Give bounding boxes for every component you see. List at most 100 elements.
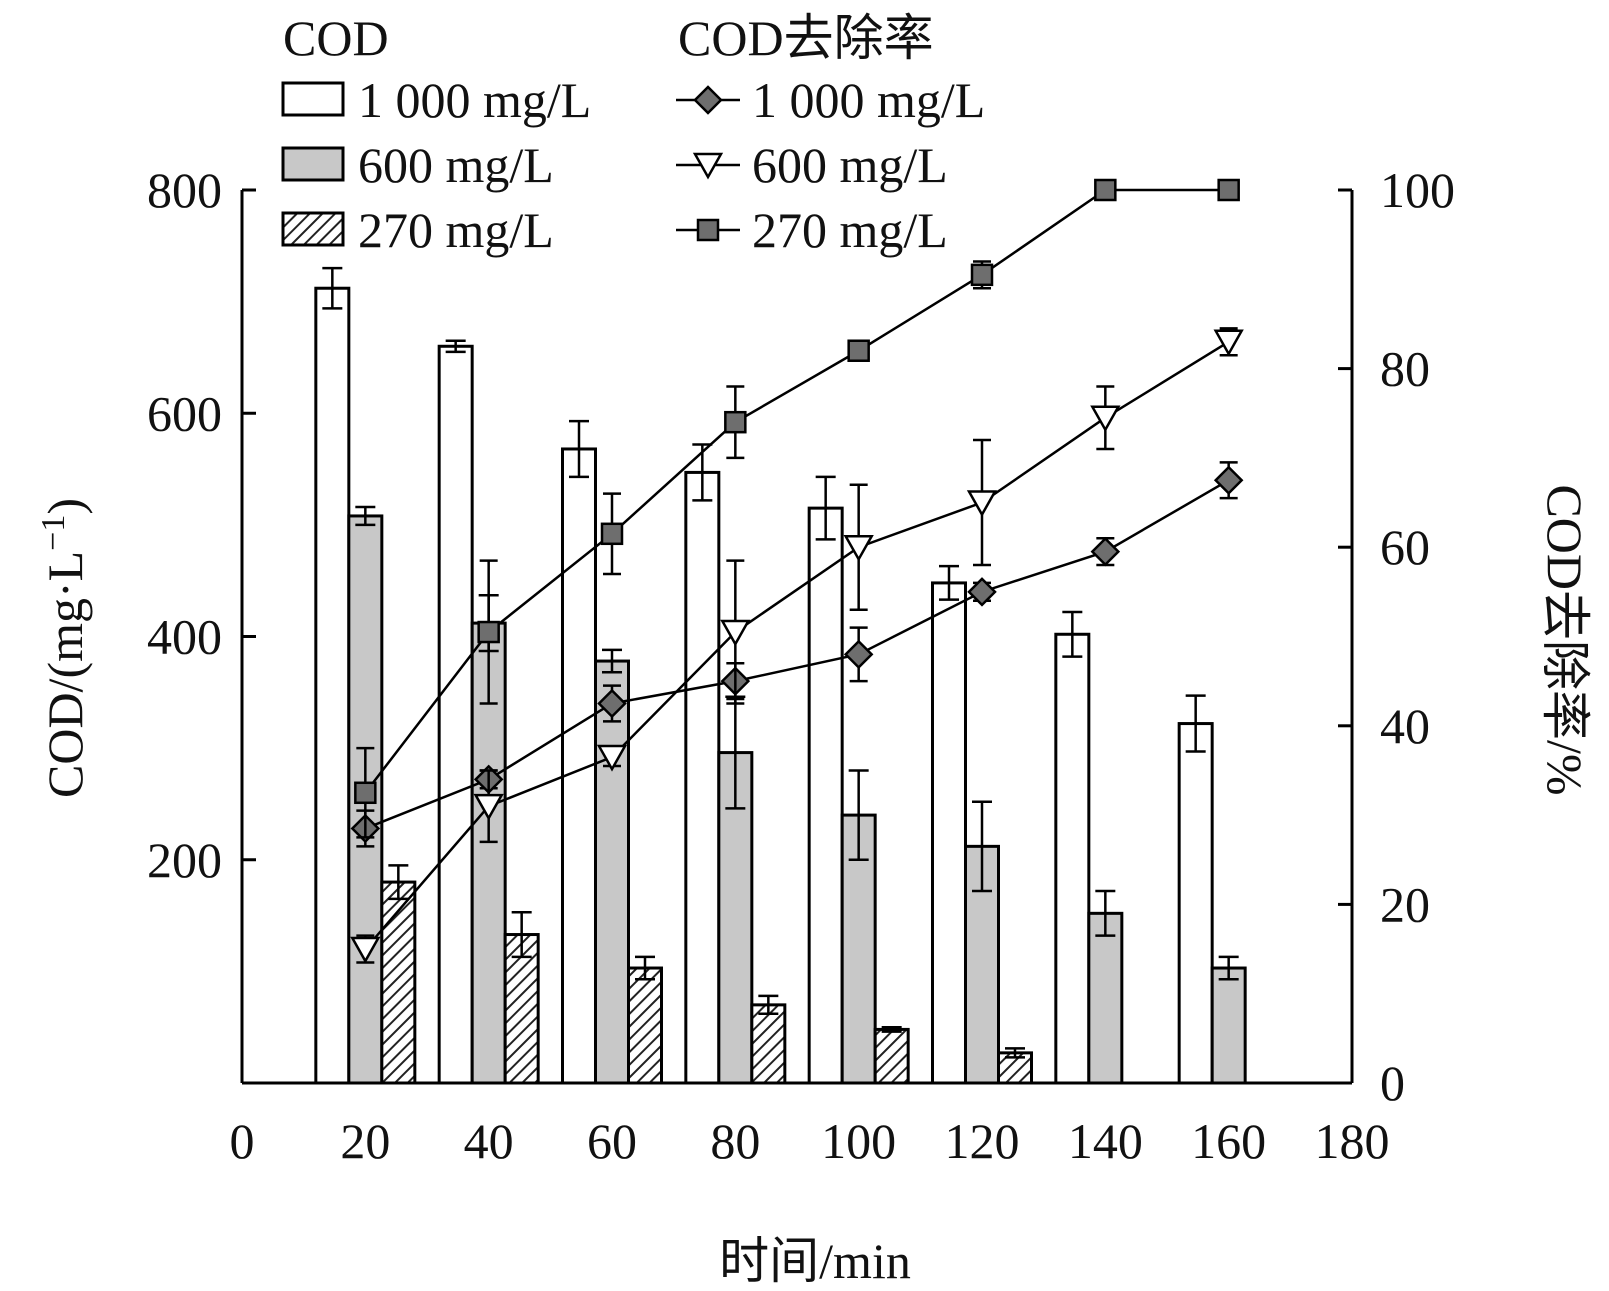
y-left-tick-label: 400 [147,609,222,665]
legend-bar-swatch [281,81,345,117]
bar [437,344,474,1085]
x-tick-label: 120 [945,1113,1020,1169]
bar-series-2 [380,864,1033,1085]
bar-error-bar [388,864,409,901]
y-right-tick-label: 80 [1380,341,1430,397]
bar-error-bar [569,419,589,479]
x-tick-label: 80 [710,1113,760,1169]
triangle-marker [350,936,381,964]
square-marker [1217,178,1240,202]
triangle-marker [1090,405,1121,433]
y-axis-left-label-main: COD/(mg·L [37,551,93,798]
bar-error-bar [972,800,992,893]
y-right-tick-label: 60 [1380,519,1430,575]
square-marker [477,620,500,644]
y-right-tick-label: 20 [1380,876,1430,932]
bar-error-bar [602,648,622,674]
y-axis-left-label: COD/(mg·L−1) [35,498,94,798]
x-tick-label: 160 [1191,1113,1266,1169]
line-series-2 [354,178,1240,839]
legend-line-label: 600 mg/L [752,137,948,193]
bar-error-bar [355,505,376,527]
bar-error-bar [1185,694,1206,753]
legend: COD COD去除率 1 000 mg/L 600 mg/L 270 mg/L 1 000… [281,10,985,258]
x-tick-label: 20 [340,1113,390,1169]
bar-error-bar [848,769,869,861]
square-marker [847,339,870,362]
bar-error-bar [445,339,466,354]
legend-bar-swatch [281,211,345,247]
bar [807,506,844,1085]
bar [873,1027,910,1085]
bar [684,470,721,1085]
square-marker [970,263,994,287]
x-tick-label: 140 [1068,1113,1143,1169]
x-tick-label: 40 [464,1113,514,1169]
legend-bar-swatch [281,146,345,182]
bar [931,581,967,1085]
square-marker [696,218,720,242]
bar-error-bar [511,910,532,959]
diamond-marker [1213,465,1244,495]
x-axis-label: 时间/min [719,1233,911,1289]
x-tick-label: 180 [1315,1113,1390,1169]
square-marker [600,522,624,546]
bar-error-bar [322,266,343,310]
diamond-marker [1090,536,1121,567]
triangle-marker [473,793,504,821]
series-line [364,479,1230,830]
y-right-tick-label: 0 [1380,1055,1405,1111]
legend-line-header: COD去除率 [678,10,934,66]
triangle-marker [720,619,751,647]
diamond-marker [967,577,997,607]
legend-line-label: 1 000 mg/L [752,72,985,128]
bar [627,966,663,1085]
diamond-marker [693,85,723,115]
legend-bar-label: 270 mg/L [358,202,554,258]
y-axis-right-label: COD去除率/% [1537,484,1593,795]
triangle-marker [596,744,628,772]
triangle-marker [1213,329,1244,357]
legend-line-label: 270 mg/L [752,202,948,258]
bar-error-bar [881,1025,902,1033]
triangle-marker [966,490,998,518]
x-tick-label: 0 [230,1113,255,1169]
square-marker [354,781,377,805]
square-marker [1094,178,1117,202]
y-right-tick-label: 100 [1380,162,1455,218]
legend-bar-label: 600 mg/L [358,137,554,193]
bar [1210,966,1247,1085]
line-series-1 [350,327,1244,964]
bar [750,1003,787,1085]
legend-bar-header: COD [283,10,389,66]
x-tick-label: 100 [821,1113,896,1169]
y-left-tick-label: 800 [147,162,222,218]
triangle-marker [843,534,874,562]
y-axis-left-label-close: ) [37,498,93,515]
bar [1177,722,1214,1085]
bar-error-bar [815,475,836,541]
y-left-tick-label: 600 [147,385,222,441]
diamond-marker [597,688,627,719]
bar [1054,632,1091,1085]
triangle-marker [692,152,724,180]
x-tick-label: 60 [587,1113,637,1169]
y-left-tick-label: 200 [147,832,222,888]
series-line [364,188,1229,794]
y-axis-left-label-sup: −1 [35,515,72,551]
y-right-tick-label: 40 [1380,698,1430,754]
bar [314,286,351,1085]
bar-error-bar [939,564,959,601]
bar-error-bar [758,994,779,1016]
series-line [364,340,1230,950]
diamond-marker [843,639,874,670]
bar [1087,911,1124,1085]
lines-layer [350,178,1244,964]
bar [594,659,630,1085]
square-marker [724,410,747,434]
axes-layer: 0 20 40 60 80 100 120 140 160 180 200 400 600 800 0 20 4… [147,162,1455,1169]
bar-error-bar [1062,610,1083,658]
line-series-0 [350,461,1244,848]
bar-series-0 [314,266,1214,1085]
